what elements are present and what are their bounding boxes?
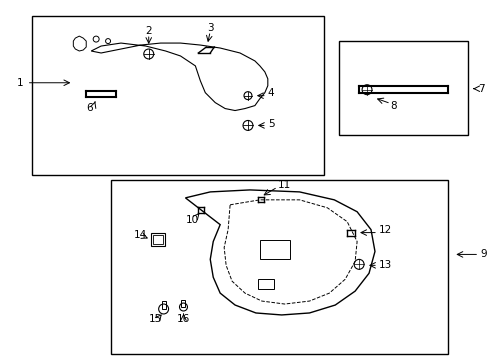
Text: 14: 14 [134, 230, 147, 239]
Bar [150, 233, 164, 247]
Text: 8: 8 [390, 100, 396, 111]
Bar [181, 300, 185, 307]
Bar [339, 41, 468, 135]
Bar [32, 16, 324, 175]
Text: 13: 13 [378, 260, 391, 270]
Text: 15: 15 [149, 314, 162, 324]
Text: 2: 2 [145, 26, 152, 36]
Text: 16: 16 [177, 314, 190, 324]
Bar [257, 279, 273, 289]
Text: 12: 12 [378, 225, 391, 235]
Text: 10: 10 [185, 215, 199, 225]
Bar [162, 301, 165, 309]
Bar [152, 235, 163, 244]
Bar [111, 180, 447, 354]
Bar [259, 239, 289, 260]
Text: 7: 7 [477, 84, 484, 94]
Text: 4: 4 [267, 88, 274, 98]
Text: 3: 3 [206, 23, 213, 33]
Text: 1: 1 [17, 78, 23, 88]
Text: 11: 11 [278, 180, 291, 190]
Text: 5: 5 [267, 120, 274, 130]
Text: 6: 6 [86, 103, 92, 113]
Text: 9: 9 [479, 249, 486, 260]
